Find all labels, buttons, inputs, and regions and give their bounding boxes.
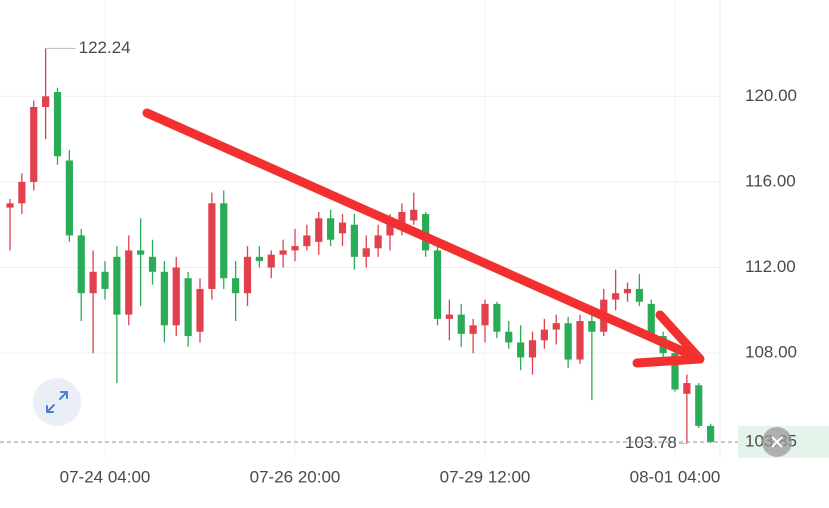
candle-body: [232, 278, 240, 294]
candle-body: [137, 250, 145, 255]
y-tick-label: 112.00: [745, 257, 796, 276]
close-icon: [771, 436, 783, 448]
candle-body: [695, 385, 703, 426]
trend-arrow: [142, 108, 705, 368]
candle-body: [671, 353, 679, 390]
candle-body: [113, 256, 121, 315]
arrow-head: [632, 310, 705, 368]
y-tick-label: 108.00: [745, 343, 797, 362]
candle-body: [291, 246, 299, 251]
candle-body: [612, 293, 620, 300]
candle-body: [208, 203, 216, 289]
candle-body: [243, 256, 252, 294]
candle-body: [410, 209, 418, 221]
candle-body: [6, 203, 14, 208]
candle-body: [635, 288, 643, 302]
labels: 108.00 112.00 116.00 120.00 07-24 04:00 07-26…: [0, 38, 829, 486]
candle-body: [707, 425, 715, 442]
candle-body: [362, 248, 370, 257]
candle-body: [279, 250, 287, 255]
candle-body: [588, 321, 596, 332]
candle-body: [338, 222, 347, 234]
candle-body: [398, 211, 406, 225]
candle-body: [18, 181, 26, 204]
candle-body: [457, 314, 465, 334]
candle-body: [30, 107, 38, 182]
candle-body: [148, 256, 157, 272]
candle-body: [220, 203, 228, 279]
candle-body: [552, 323, 560, 330]
candle-body: [53, 92, 62, 157]
candle-body: [101, 271, 109, 289]
expand-circle[interactable]: [33, 378, 81, 426]
candle-body: [469, 325, 477, 334]
y-tick-label: 120.00: [745, 86, 797, 105]
expand-button[interactable]: [33, 378, 81, 426]
candle-body: [89, 271, 97, 294]
candle-body: [327, 218, 335, 240]
x-tick-label: 08-01 04:00: [630, 467, 721, 486]
candle-body: [196, 288, 204, 332]
candle-body: [160, 271, 168, 326]
candle-body: [184, 278, 192, 337]
candle-body: [315, 218, 323, 242]
candle-body: [172, 267, 180, 326]
candle-body: [683, 383, 691, 394]
candle-body: [647, 303, 655, 337]
candle-body: [493, 303, 501, 332]
low-label: 103.78: [625, 433, 677, 452]
arrow-shaft: [142, 108, 703, 363]
candle-body: [433, 250, 442, 319]
candle-body: [623, 288, 632, 294]
candle-body: [564, 323, 572, 360]
candle-body: [445, 314, 453, 319]
candle-body: [540, 329, 548, 341]
high-label: 122.24: [79, 38, 131, 57]
candle-body: [517, 342, 525, 358]
candle-body: [267, 254, 275, 268]
candle-body: [374, 235, 382, 249]
candle-body: [528, 340, 537, 358]
candle-body: [481, 303, 489, 326]
y-tick-label: 116.00: [745, 171, 796, 190]
x-tick-label: 07-24 04:00: [60, 467, 151, 486]
expand-icon: [46, 391, 68, 413]
candle-body: [386, 224, 394, 236]
close-button[interactable]: [762, 426, 792, 457]
candle-body: [576, 321, 584, 360]
candle-body: [350, 224, 358, 257]
candle-body: [77, 235, 85, 294]
x-tick-label: 07-26 20:00: [250, 467, 341, 486]
candle-body: [65, 160, 73, 236]
candle-body: [42, 96, 50, 108]
candle-body: [505, 331, 513, 343]
candle-body: [303, 235, 311, 247]
candle-body: [125, 250, 133, 315]
candle-body: [255, 256, 263, 262]
x-tick-label: 07-29 12:00: [440, 467, 531, 486]
